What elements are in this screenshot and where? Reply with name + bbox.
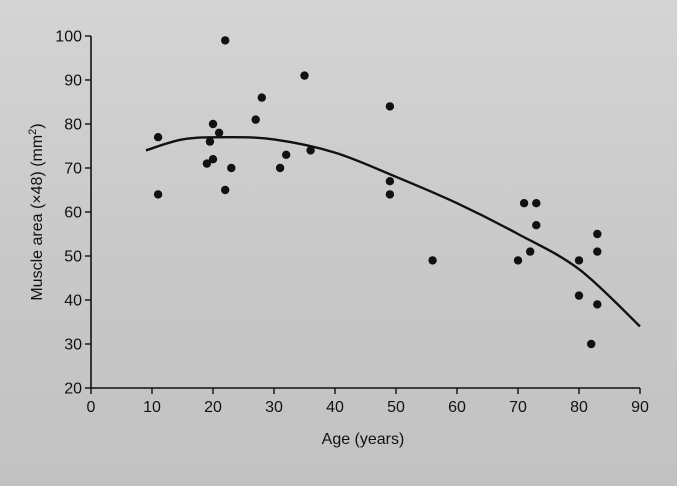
x-tick-label: 20	[204, 399, 222, 416]
data-point	[593, 300, 602, 309]
x-tick-label: 10	[143, 399, 161, 416]
data-point	[306, 146, 315, 155]
y-tick-label: 80	[64, 117, 82, 134]
x-tick-label: 90	[631, 399, 649, 416]
x-tick-label: 30	[265, 399, 283, 416]
y-tick-label: 90	[64, 73, 82, 90]
y-axis-title-superscript: 2	[27, 129, 39, 135]
x-tick-label: 0	[87, 399, 96, 416]
data-point	[221, 185, 230, 195]
x-tick-label: 60	[448, 399, 466, 416]
data-point	[513, 256, 523, 265]
data-point	[257, 93, 266, 102]
data-point	[385, 177, 395, 186]
y-tick-label: 100	[55, 29, 82, 46]
data-point	[275, 163, 285, 173]
data-point	[574, 291, 584, 300]
data-point	[532, 199, 541, 208]
y-tick-label: 60	[64, 205, 82, 222]
x-tick-label: 40	[326, 399, 344, 416]
data-point	[214, 128, 224, 137]
data-point	[593, 229, 602, 239]
y-axis-title-main: Muscle area (×48) (mm	[29, 135, 46, 301]
data-point	[153, 190, 163, 199]
data-point	[282, 150, 291, 159]
data-point	[227, 163, 236, 173]
data-point	[526, 247, 535, 256]
y-tick-label: 50	[64, 249, 82, 266]
data-point	[208, 155, 218, 164]
y-axis-title-close: )	[29, 123, 46, 128]
data-point	[221, 36, 230, 45]
x-axis-title: Age (years)	[322, 431, 405, 448]
axes: 0 10 20 30 40 50 60 70 80 90 20 30 40 50 60 70 80 90 100	[55, 29, 649, 417]
data-point	[208, 119, 218, 129]
x-tick-label: 80	[570, 399, 588, 416]
data-point	[385, 190, 395, 199]
x-tick-label: 70	[509, 399, 527, 416]
y-tick-label: 20	[64, 381, 82, 398]
data-points	[153, 36, 602, 349]
data-point	[300, 71, 309, 80]
data-point	[587, 339, 596, 349]
trend-curve	[145, 135, 641, 328]
trend-line-layer	[145, 135, 641, 328]
data-point	[519, 199, 529, 208]
data-point	[205, 137, 215, 146]
y-tick-label: 40	[64, 293, 82, 310]
axis-labels: Age (years) Muscle area (×48) (mm2)	[27, 123, 404, 448]
y-tick-label: 70	[64, 161, 82, 178]
data-point	[202, 159, 212, 168]
data-point	[251, 115, 260, 124]
data-point	[385, 102, 395, 111]
data-point	[574, 256, 584, 265]
data-point	[428, 256, 437, 265]
y-tick-label: 30	[64, 337, 82, 354]
data-point	[593, 247, 602, 256]
data-point	[153, 133, 163, 142]
y-axis-title: Muscle area (×48) (mm2)	[27, 123, 46, 300]
x-tick-label: 50	[387, 399, 405, 416]
data-point	[532, 221, 541, 230]
